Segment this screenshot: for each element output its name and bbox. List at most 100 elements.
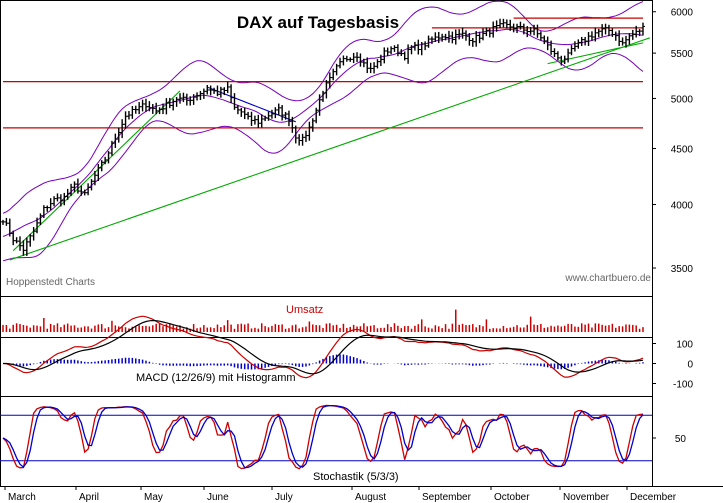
source-left: Hoppenstedt Charts	[6, 277, 95, 288]
price-bar	[45, 205, 50, 212]
price-bar	[446, 30, 451, 43]
price-bar	[205, 84, 210, 95]
price-bar	[372, 62, 377, 74]
month-label: April	[79, 492, 99, 503]
price-bar	[58, 194, 63, 207]
price-bar	[212, 87, 217, 94]
trend-line-1	[12, 90, 181, 252]
price-bar	[389, 46, 394, 55]
price-tick-label: 6000	[671, 8, 694, 19]
price-bar	[583, 36, 588, 46]
price-bar	[491, 21, 496, 38]
price-bar	[368, 62, 373, 74]
bollinger-up	[2, 0, 644, 214]
month-label: August	[355, 492, 386, 503]
price-panel	[0, 0, 653, 297]
price-bar	[113, 133, 118, 148]
price-bar	[538, 31, 543, 41]
price-bar	[630, 29, 635, 40]
price-bar	[157, 107, 162, 115]
macd-line	[2, 315, 644, 379]
stochastic-d-line	[2, 404, 644, 469]
price-bar	[48, 198, 53, 211]
price-bar	[123, 111, 128, 129]
price-bar	[406, 44, 411, 64]
price-bar	[184, 93, 189, 106]
price-bar	[385, 47, 390, 56]
price-bar	[334, 63, 339, 76]
price-bar	[579, 36, 584, 47]
macd-tick-label: 0	[687, 360, 693, 371]
price-bar	[249, 111, 254, 126]
price-bar	[133, 105, 138, 114]
price-bar	[109, 140, 114, 156]
trend-line-0	[9, 37, 650, 261]
price-bar	[120, 119, 125, 139]
bollinger-lo	[2, 47, 644, 262]
price-bar	[310, 118, 315, 132]
macd-label: MACD (12/26/9) mit Histogramm	[136, 372, 296, 384]
price-bar	[436, 31, 441, 44]
price-bar	[150, 103, 155, 114]
price-bar	[106, 151, 111, 164]
month-label: December	[630, 492, 677, 503]
price-bar	[331, 68, 336, 81]
price-bar	[392, 45, 397, 52]
month-label: September	[422, 492, 472, 503]
price-bar	[341, 55, 346, 66]
price-bar	[171, 98, 176, 111]
price-bar	[600, 24, 605, 37]
price-tick-label: 3500	[671, 264, 694, 275]
stochastic-label: Stochastik (5/3/3)	[313, 471, 399, 483]
bollinger-mid	[2, 28, 644, 237]
price-bar	[300, 133, 305, 146]
price-bar	[402, 51, 407, 61]
price-bar	[35, 217, 40, 234]
price-bar	[65, 188, 70, 200]
month-label: May	[144, 492, 163, 503]
price-bar	[252, 115, 257, 125]
price-tick-label: 5500	[671, 49, 694, 60]
price-bar	[423, 41, 428, 51]
stochastic-tick-label: 50	[675, 434, 687, 445]
price-bar	[552, 48, 557, 57]
price-bar	[504, 19, 509, 29]
price-tick-label: 4000	[671, 201, 694, 212]
price-bar	[1, 219, 5, 225]
price-bar	[457, 29, 462, 40]
price-bar	[348, 57, 353, 62]
price-bar	[130, 106, 135, 119]
price-bar	[569, 44, 574, 56]
price-bar	[256, 114, 261, 128]
price-bar	[225, 81, 230, 94]
price-bar	[358, 53, 363, 67]
price-bar	[477, 31, 482, 44]
price-bar	[555, 51, 560, 61]
price-bar	[229, 84, 234, 104]
price-bar	[641, 22, 645, 36]
price-bar	[232, 93, 237, 110]
price-bar	[586, 32, 591, 46]
price-bar	[116, 127, 121, 143]
price-bar	[307, 121, 312, 141]
price-bar	[181, 92, 186, 103]
price-bar	[501, 18, 506, 28]
price-bar	[297, 134, 302, 146]
price-bar	[14, 237, 19, 244]
price-bar	[55, 193, 60, 202]
price-bar	[460, 27, 465, 39]
price-tick-label: 5000	[671, 94, 694, 105]
source-right: www.chartbuero.de	[564, 273, 651, 284]
month-label: November	[563, 492, 610, 503]
month-label: March	[8, 492, 36, 503]
price-bar	[137, 102, 142, 115]
price-bar	[617, 30, 622, 47]
trend-line-2	[547, 42, 644, 65]
price-bar	[164, 98, 169, 115]
price-bar	[589, 31, 594, 41]
price-bar	[276, 103, 281, 115]
price-bar	[280, 105, 285, 121]
price-bar	[273, 107, 278, 119]
